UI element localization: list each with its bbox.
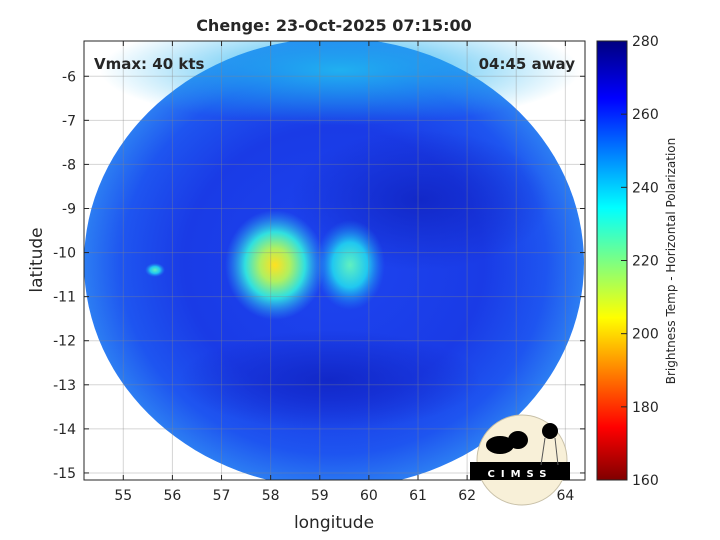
x-tick-label: 56 [163, 488, 181, 504]
x-tick-label: 64 [556, 488, 574, 504]
cold-core [225, 210, 325, 320]
logo-text: CIMSS [488, 469, 553, 480]
ticks: 55565758596061626364-6-7-8-9-10-11-12-13… [53, 41, 585, 504]
y-tick-label: -10 [53, 246, 76, 262]
vmax-annotation: Vmax: 40 kts [94, 55, 204, 73]
north-band [100, 41, 580, 125]
y-tick-label: -12 [53, 334, 76, 350]
x-tick-label: 55 [114, 488, 132, 504]
colorbar-tick-label: 220 [632, 254, 659, 270]
colorbar-ticks: 160 180 200 220 240 260 280 [621, 34, 659, 489]
dark-ring-south [180, 330, 480, 430]
x-tick-label: 61 [409, 488, 427, 504]
convection-east [315, 220, 385, 310]
x-tick-label: 62 [458, 488, 476, 504]
time-away-annotation: 04:45 away [479, 55, 576, 73]
x-axis-label: longitude [294, 513, 374, 533]
x-tick-label: 60 [360, 488, 378, 504]
colorbar-tick-label: 280 [632, 34, 659, 50]
y-tick-label: -13 [53, 378, 76, 394]
colorbar-tick-label: 180 [632, 400, 659, 416]
cimss-logo: CIMSS [470, 414, 570, 506]
colorbar-label: Brightness Temp - Horizontal Polarizatio… [664, 138, 678, 385]
y-tick-label: -8 [62, 157, 76, 173]
y-tick-label: -7 [62, 113, 76, 129]
chart-title: Chenge: 23-Oct-2025 07:15:00 [196, 16, 472, 35]
y-tick-label: -15 [53, 466, 76, 482]
colorbar-tick-label: 240 [632, 180, 659, 196]
small-spot [145, 263, 165, 277]
y-tick-label: -6 [62, 69, 76, 85]
colorbar-tick-label: 260 [632, 107, 659, 123]
colorbar-tick-label: 200 [632, 327, 659, 343]
colorbar-tick-label: 160 [632, 473, 659, 489]
plot-frame [83, 40, 586, 481]
y-tick-label: -9 [62, 201, 76, 217]
x-tick-label: 58 [262, 488, 280, 504]
x-tick-label: 59 [311, 488, 329, 504]
y-tick-label: -11 [53, 290, 76, 306]
y-tick-label: -14 [53, 422, 76, 438]
x-tick-label: 57 [213, 488, 231, 504]
image-layer [84, 41, 584, 480]
y-axis-label: latitude [27, 227, 47, 292]
